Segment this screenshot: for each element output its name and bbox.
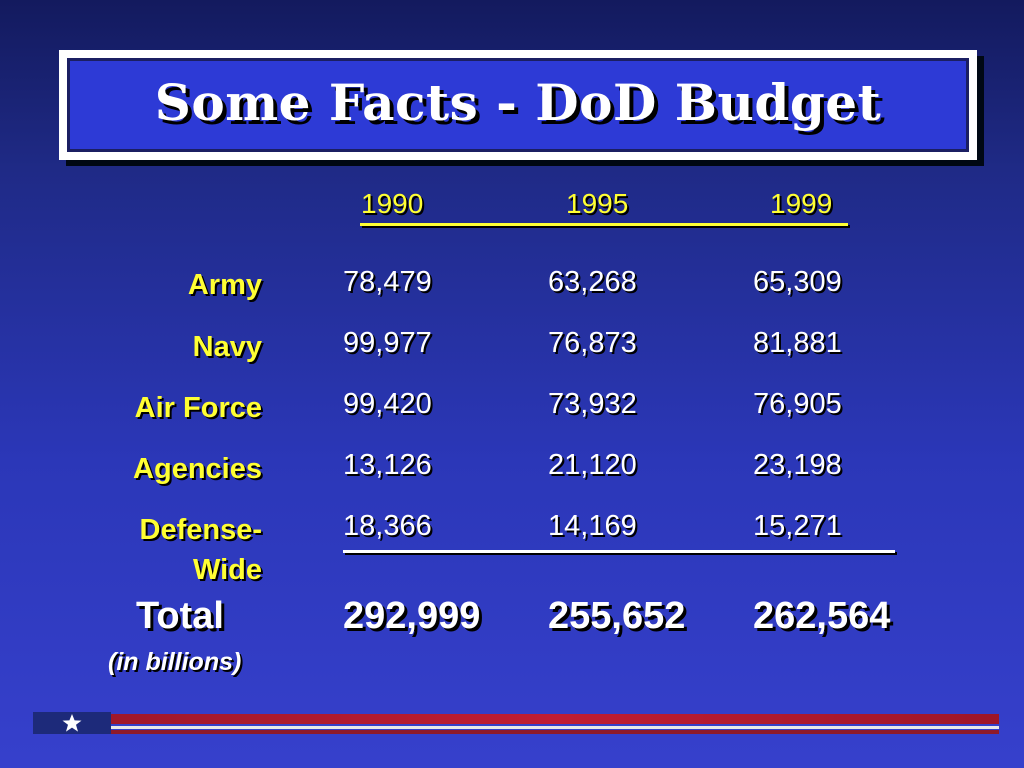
footer-stripe-red [111, 714, 999, 724]
year-header-underline [360, 223, 848, 226]
row-label-air-force: Air Force [134, 392, 262, 424]
row-label-army: Army [187, 269, 262, 301]
cell-agencies-1999: 23,198 [753, 449, 842, 481]
sum-divider [343, 550, 895, 553]
year-header-1990: 1990 [361, 188, 424, 219]
cell-army-1999: 65,309 [753, 266, 842, 298]
cell-defense-wide-1999: 15,271 [753, 510, 842, 542]
row-label-defense-wide: Defense- Wide [140, 510, 263, 590]
cell-air-force-1999: 76,905 [753, 388, 842, 420]
cell-agencies-1990: 13,126 [343, 449, 432, 481]
cell-defense-wide-1995: 14,169 [548, 510, 637, 542]
row-label-defense-wide-line2: Wide [192, 554, 262, 586]
row-label-agencies: Agencies [133, 453, 262, 485]
cell-navy-1995: 76,873 [548, 327, 637, 359]
cell-navy-1999: 81,881 [753, 327, 842, 359]
title-inner: Some Facts - DoD Budget [67, 58, 969, 152]
cell-defense-wide-1990: 18,366 [343, 510, 432, 542]
row-label-defense-wide-line1: Defense- [139, 514, 263, 546]
footer-stripe-white [111, 726, 999, 729]
star-icon [61, 713, 83, 733]
total-1995: 255,652 [548, 595, 686, 637]
title-box: Some Facts - DoD Budget [59, 50, 977, 160]
cell-air-force-1990: 99,420 [343, 388, 432, 420]
cell-navy-1990: 99,977 [343, 327, 432, 359]
cell-agencies-1995: 21,120 [548, 449, 637, 481]
total-label: Total [136, 595, 224, 637]
year-header-1999: 1999 [770, 188, 833, 219]
footer-flag [33, 712, 111, 734]
total-1999: 262,564 [753, 595, 891, 637]
footer-stripe-bottom [111, 730, 999, 734]
row-label-navy: Navy [192, 331, 262, 363]
total-1990: 292,999 [343, 595, 481, 637]
slide-title: Some Facts - DoD Budget [154, 72, 882, 132]
footer-banner [33, 712, 999, 738]
cell-army-1995: 63,268 [548, 266, 637, 298]
cell-air-force-1995: 73,932 [548, 388, 637, 420]
cell-army-1990: 78,479 [343, 266, 432, 298]
total-units-note: (in billions) [108, 648, 242, 676]
year-header-1995: 1995 [566, 188, 629, 219]
